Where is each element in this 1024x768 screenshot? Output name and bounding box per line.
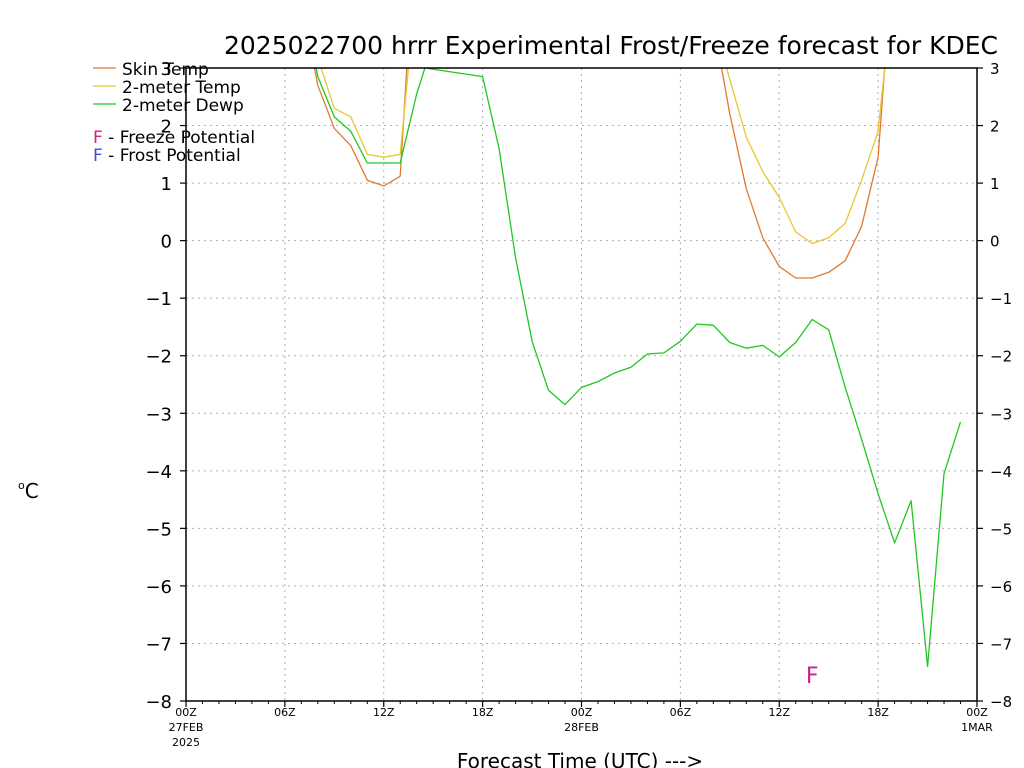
- x-tick-label: 06Z: [274, 706, 296, 719]
- y-tick-label-right: 3: [990, 60, 1000, 78]
- unit-degree: o: [18, 479, 25, 492]
- series-line-skin-temp: [720, 68, 886, 279]
- legend-label: 2-meter Temp: [122, 78, 241, 98]
- series-line-skin-temp: [313, 68, 408, 187]
- y-tick-label-right: −7: [990, 635, 1012, 653]
- series-layer: [313, 68, 962, 668]
- potential-legend-item: F - Freeze Potential: [93, 128, 255, 148]
- y-tick-label-right: −5: [990, 520, 1012, 538]
- potential-letter: F: [93, 128, 103, 148]
- series-line-2-meter-temp: [725, 68, 886, 245]
- x-tick-label: 00Z: [175, 706, 197, 719]
- x-tick-label: 00Z: [966, 706, 988, 719]
- x-tick-year: 2025: [172, 736, 200, 749]
- y-tick-label-right: −1: [990, 290, 1012, 308]
- y-tick-label-left: −6: [145, 577, 172, 598]
- x-tick-label: 12Z: [373, 706, 395, 719]
- y-axis-unit: oC: [18, 479, 39, 503]
- x-axis-label: Forecast Time (UTC) --->: [457, 749, 703, 768]
- y-tick-label-left: 3: [161, 59, 172, 80]
- y-tick-label-right: −2: [990, 348, 1012, 366]
- legend-label: 2-meter Dewp: [122, 96, 244, 116]
- grid-lines: [186, 68, 977, 701]
- y-tick-label-left: −8: [145, 692, 172, 713]
- y-tick-label-left: 0: [161, 232, 172, 253]
- y-tick-label-left: −2: [145, 347, 172, 368]
- y-tick-label-right: −4: [990, 463, 1012, 481]
- x-tick-label: 12Z: [768, 706, 790, 719]
- y-tick-label-left: 1: [161, 174, 172, 195]
- y-tick-label-left: −5: [145, 519, 172, 540]
- potential-text: - Frost Potential: [103, 146, 241, 166]
- y-axis-right: −8 −7 −6 −5 −4 −3 −2 −1 0 1 2 3: [977, 60, 1012, 711]
- x-tick-label: 18Z: [472, 706, 494, 719]
- potential-letter: F: [93, 146, 103, 166]
- y-tick-label-right: 1: [990, 175, 1000, 193]
- y-tick-label-left: 2: [161, 117, 172, 138]
- y-tick-label-left: −7: [145, 634, 172, 655]
- y-tick-label-left: −4: [145, 462, 172, 483]
- x-tick-label: 00Z: [571, 706, 593, 719]
- unit-letter: C: [25, 479, 39, 503]
- freeze-potential-marker: F: [806, 664, 819, 689]
- x-tick-date: 28FEB: [564, 721, 599, 734]
- series-line-2-meter-temp: [320, 68, 410, 158]
- potential-legend-item: F - Frost Potential: [93, 146, 241, 166]
- y-tick-label-right: −8: [990, 693, 1012, 711]
- legend-label: Skin Temp: [122, 60, 209, 80]
- x-tick-date: 27FEB: [169, 721, 204, 734]
- plot-frame: [185, 67, 978, 702]
- y-axis-left: −8 −7 −6 −5 −4 −3 −2 −1 0 1 2 3: [145, 59, 186, 713]
- y-tick-label-right: 0: [990, 233, 1000, 251]
- potential-markers: F: [806, 664, 819, 689]
- y-tick-label-left: −3: [145, 404, 172, 425]
- y-tick-label-right: −6: [990, 578, 1012, 596]
- x-axis: 00Z 27FEB 2025 06Z 12Z 18Z 00Z 28FEB 06Z 12Z 18Z 00…: [169, 701, 993, 749]
- y-tick-label-right: −3: [990, 405, 1012, 423]
- x-tick-label: 18Z: [867, 706, 889, 719]
- potential-text: - Freeze Potential: [103, 128, 255, 148]
- y-tick-label-left: −1: [145, 289, 172, 310]
- x-tick-date: 1MAR: [961, 721, 993, 734]
- y-tick-label-right: 2: [990, 118, 1000, 136]
- chart-title: 2025022700 hrrr Experimental Frost/Freez…: [224, 31, 998, 60]
- series-line-2-meter-dewp: [315, 68, 962, 668]
- x-tick-label: 06Z: [670, 706, 692, 719]
